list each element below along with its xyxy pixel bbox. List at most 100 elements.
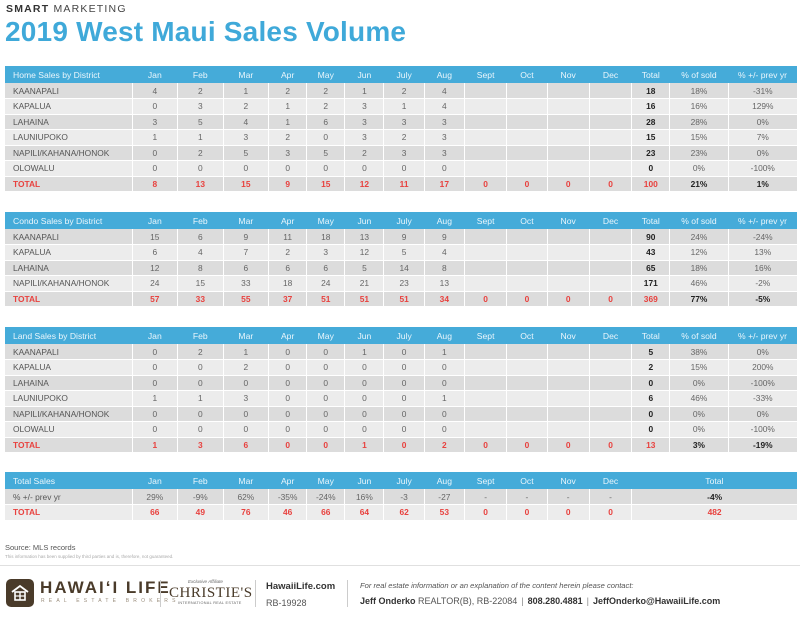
month-value: 5 xyxy=(177,114,224,130)
month-value: 2 xyxy=(306,83,345,99)
total-label: TOTAL xyxy=(5,504,133,521)
month-value: 0 xyxy=(423,421,465,438)
month-total: 0 xyxy=(306,437,345,453)
brand-label: SMART MARKETING xyxy=(6,3,127,15)
column-header-month: Apr xyxy=(268,212,307,229)
month-value xyxy=(546,390,590,407)
contact-intro: For real estate information or an explan… xyxy=(360,581,634,590)
district-name: KAANAPALI xyxy=(5,344,133,360)
column-header-pct-prev: % +/- prev yr xyxy=(728,66,797,83)
month-value: 33 xyxy=(222,275,269,292)
column-header-month: May xyxy=(306,66,345,83)
month-total: 1 xyxy=(344,437,384,453)
month-pct: -35% xyxy=(268,489,307,505)
month-value: 0 xyxy=(131,406,178,422)
agent-phone[interactable]: 808.280.4881 xyxy=(527,596,583,606)
pct-sold: 0% xyxy=(669,421,729,438)
month-value: 1 xyxy=(222,83,269,99)
website-link[interactable]: HawaiiLife.com xyxy=(266,581,336,592)
month-total: 76 xyxy=(222,504,269,521)
logo-name: HAWAIʻI LIFE xyxy=(40,578,171,597)
month-value: 15 xyxy=(131,229,178,245)
district-name: LAHAINA xyxy=(5,260,133,276)
month-value: 2 xyxy=(177,83,224,99)
month-total: 0 xyxy=(506,291,548,307)
month-total: 64 xyxy=(344,504,384,521)
month-value: 0 xyxy=(131,160,178,177)
month-value xyxy=(463,344,507,360)
month-total: 15 xyxy=(222,176,269,192)
month-value: 0 xyxy=(306,359,345,376)
month-total: 11 xyxy=(383,176,425,192)
month-total: 12 xyxy=(344,176,384,192)
month-pct: 29% xyxy=(131,489,178,505)
column-header-month: Feb xyxy=(177,66,224,83)
district-name: KAPALUA xyxy=(5,244,133,261)
month-value: 0 xyxy=(268,390,307,407)
month-value xyxy=(546,359,590,376)
month-value xyxy=(506,83,548,99)
pct-sold: 12% xyxy=(669,244,729,261)
table-row: LAHAINA 3 5 4 1 6 3 3 3 28 28% 0% xyxy=(5,114,797,130)
month-total: 9 xyxy=(268,176,307,192)
month-value: 3 xyxy=(383,114,425,130)
pct-sold-total: 3% xyxy=(669,437,729,453)
grand-total: 369 xyxy=(631,291,670,307)
table-title: Condo Sales by District xyxy=(5,212,133,229)
month-value: 0 xyxy=(344,406,384,422)
pct-prev-total: 1% xyxy=(727,176,797,192)
pct-sold: 23% xyxy=(669,145,729,161)
column-header-month: Dec xyxy=(589,327,632,344)
row-total: 0 xyxy=(631,375,670,391)
month-value: 0 xyxy=(306,390,345,407)
month-value xyxy=(588,260,632,276)
source-note: Source: MLS records xyxy=(5,543,76,552)
pct-sold: 16% xyxy=(669,98,729,115)
month-value: 24 xyxy=(306,275,345,292)
month-value: 2 xyxy=(177,145,224,161)
month-value: 9 xyxy=(222,229,269,245)
month-value xyxy=(546,375,590,391)
month-value xyxy=(546,98,590,115)
month-value xyxy=(588,421,632,438)
month-value xyxy=(463,229,507,245)
pct-prev-yr: -33% xyxy=(727,390,797,407)
pct-sold: 18% xyxy=(669,260,729,276)
month-value: 0 xyxy=(344,359,384,376)
column-header-month: Jan xyxy=(132,327,178,344)
month-total: 0 xyxy=(463,504,507,521)
footer-separator xyxy=(255,580,256,607)
month-value: 1 xyxy=(177,129,224,146)
agent-name: Jeff Onderko xyxy=(360,596,416,606)
column-header-month: Nov xyxy=(547,327,590,344)
month-value: 2 xyxy=(268,129,307,146)
month-value xyxy=(506,406,548,422)
month-value xyxy=(546,421,590,438)
column-header-month: July xyxy=(383,66,425,83)
district-name: LAHAINA xyxy=(5,375,133,391)
column-header-month: Jun xyxy=(344,327,384,344)
month-value xyxy=(546,160,590,177)
month-value: 0 xyxy=(268,421,307,438)
month-value: 9 xyxy=(383,229,425,245)
month-value: 2 xyxy=(344,145,384,161)
table-header-row: Land Sales by District Jan Feb Mar Apr May Jun… xyxy=(5,327,797,344)
month-value xyxy=(588,129,632,146)
column-header-month: May xyxy=(306,327,345,344)
month-value: 0 xyxy=(268,359,307,376)
month-total: 49 xyxy=(177,504,224,521)
table-row: KAANAPALI 15 6 9 11 18 13 9 9 90 24% -24% xyxy=(5,229,797,245)
month-value xyxy=(588,98,632,115)
pct-sold: 46% xyxy=(669,390,729,407)
month-value: 0 xyxy=(177,421,224,438)
month-value xyxy=(506,114,548,130)
row-label: % +/- prev yr xyxy=(5,489,133,505)
month-value: 0 xyxy=(131,344,178,360)
month-value: 4 xyxy=(423,83,465,99)
column-header-month: Oct xyxy=(506,66,548,83)
district-name: KAANAPALI xyxy=(5,83,133,99)
agent-email[interactable]: JeffOnderko@HawaiiLife.com xyxy=(592,596,721,606)
month-value xyxy=(463,129,507,146)
month-value: 2 xyxy=(222,359,269,376)
grand-total: 13 xyxy=(631,437,670,453)
